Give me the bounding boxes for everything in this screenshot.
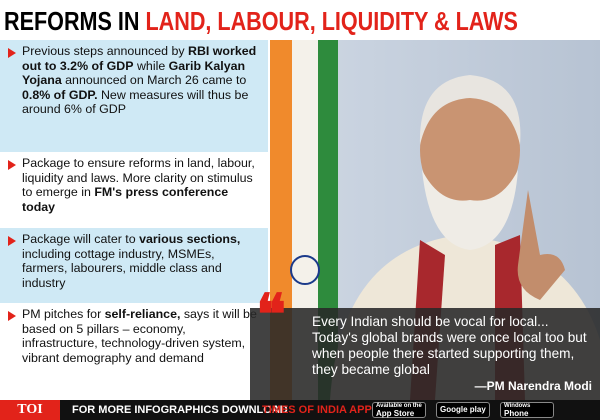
bullet-text: self-reliance, <box>104 307 181 321</box>
badge-small: Available on the <box>376 403 422 409</box>
bullet-text: says it will be based on 5 pillars – eco… <box>22 307 257 365</box>
quote-attribution: —PM Narendra Modi <box>474 379 592 393</box>
quote-box: ❝ Every Indian should be vocal for local.… <box>250 285 600 400</box>
badge-small: Windows <box>504 403 531 409</box>
bullet-text: Previous steps announced by <box>22 44 189 58</box>
brand: TOI <box>0 400 60 420</box>
bullet-text: New measures will thus be around 6% of G… <box>22 87 249 117</box>
bullet: PM pitches for self-reliance, says it wi… <box>0 303 268 400</box>
badge-large: App Store <box>376 409 415 418</box>
bullet-text: FM's press conference today <box>22 185 229 214</box>
bullet-text: announced on March 26 came to <box>61 73 247 88</box>
title-highlight: LAND, LABOUR, LIQUIDITY & LAWS <box>145 6 518 36</box>
title-lead: REFORMS IN <box>4 6 140 36</box>
bullet-text: Package to ensure reforms in land, labou… <box>22 156 255 200</box>
quote-text: Every Indian should be vocal for local..… <box>312 314 587 377</box>
bullet: Package will cater to various sections, … <box>0 228 268 303</box>
quote-mark: ❝ <box>256 285 287 347</box>
bullet-text: while <box>133 58 169 73</box>
bullet: Previous steps announced by RBI worked o… <box>0 40 268 152</box>
footer-prompt: FOR MORE INFOGRAPHICS DOWNLOAD <box>72 404 288 416</box>
bullet-text: 0.8% of GDP. <box>22 87 98 102</box>
bullet-text: including cottage industry, MSMEs, farme… <box>22 246 222 290</box>
footer-app: TIMES OF INDIA APP <box>262 404 372 416</box>
bullet-text: Package will cater to <box>22 232 140 246</box>
store-badge[interactable]: Windows Phone <box>500 402 554 418</box>
bullet-list: Previous steps announced by RBI worked o… <box>0 40 268 400</box>
footer: TOI FOR MORE INFOGRAPHICS DOWNLOAD TIMES… <box>0 400 600 420</box>
bullet-text: PM pitches for <box>22 307 105 321</box>
store-badge[interactable]: Google play <box>436 402 490 418</box>
bullet-text: Garib Kalyan Yojana <box>22 58 246 88</box>
title: REFORMS IN LAND, LABOUR, LIQUIDITY & LAW… <box>4 4 518 38</box>
bullet-text: various sections, <box>139 232 241 246</box>
badge-large: Phone <box>504 409 529 418</box>
store-badge[interactable]: Available on the App Store <box>372 402 426 418</box>
bullet: Package to ensure reforms in land, labou… <box>0 152 268 228</box>
badge-large: Google play <box>440 405 486 414</box>
bullet-text: RBI worked out to 3.2% of GDP <box>22 44 257 73</box>
